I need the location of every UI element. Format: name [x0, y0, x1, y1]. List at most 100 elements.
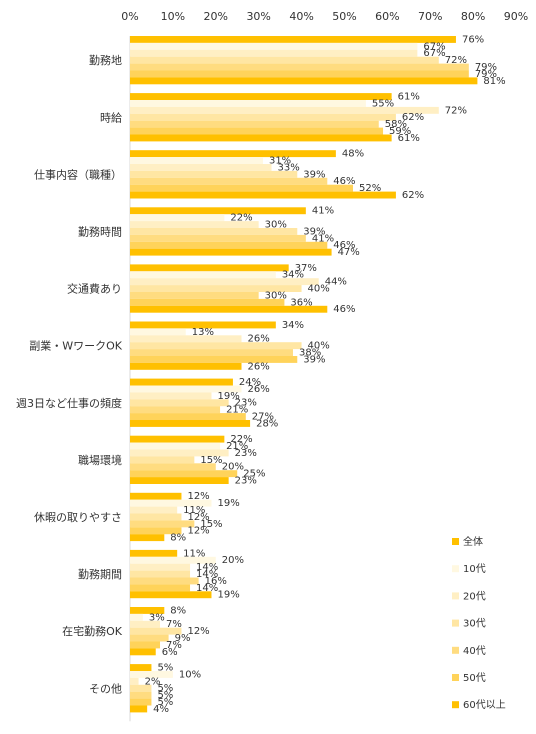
data-label: 19% — [217, 391, 239, 402]
data-label: 19% — [217, 590, 239, 601]
bar — [130, 56, 439, 64]
data-label: 14% — [196, 583, 218, 594]
bar — [130, 63, 469, 71]
bar — [130, 627, 182, 635]
data-label: 27% — [252, 412, 274, 423]
data-label: 40% — [308, 284, 330, 295]
bar — [130, 184, 354, 192]
bar — [130, 234, 306, 242]
legend-swatch — [452, 674, 459, 681]
data-label: 21% — [226, 405, 248, 416]
bar — [130, 335, 242, 343]
data-label: 44% — [325, 277, 347, 288]
data-label: 46% — [333, 304, 355, 315]
data-label: 23% — [235, 448, 257, 459]
bar — [130, 664, 152, 671]
bar — [130, 520, 195, 528]
data-label: 39% — [303, 354, 325, 365]
bar — [130, 591, 212, 599]
x-tick-label: 20% — [204, 10, 228, 23]
data-label: 14% — [196, 562, 218, 573]
bar — [130, 214, 225, 222]
bar — [130, 42, 418, 50]
data-label: 33% — [278, 162, 300, 173]
category-label: 副業・WワークOK — [29, 340, 123, 353]
x-tick-label: 90% — [504, 10, 528, 23]
bar — [130, 563, 191, 571]
data-label: 47% — [338, 247, 360, 258]
data-label: 67% — [423, 41, 445, 52]
data-label: 12% — [187, 526, 209, 537]
data-label: 38% — [299, 348, 321, 359]
bar — [130, 399, 229, 407]
data-label: 12% — [187, 491, 209, 502]
bar — [130, 691, 152, 699]
bar — [130, 527, 182, 535]
data-label: 12% — [187, 512, 209, 523]
data-label: 25% — [243, 469, 265, 480]
x-tick-label: 30% — [246, 10, 270, 23]
bar — [130, 106, 439, 114]
legend-swatch — [452, 565, 459, 573]
data-label: 48% — [342, 149, 364, 160]
data-label: 7% — [166, 640, 182, 651]
data-label: 24% — [239, 377, 261, 388]
bar — [130, 385, 242, 393]
legend-swatch — [452, 701, 459, 709]
x-tick-label: 10% — [161, 10, 185, 23]
data-label: 23% — [235, 398, 257, 409]
category-label: 交通費あり — [67, 282, 122, 296]
category-label: 勤務地 — [89, 53, 122, 67]
bar — [130, 298, 285, 306]
bar — [130, 442, 221, 450]
bar — [130, 305, 328, 313]
data-label: 30% — [265, 220, 287, 231]
bar — [130, 271, 276, 279]
bar — [130, 328, 186, 336]
category-label: 勤務時間 — [78, 224, 122, 238]
data-label: 31% — [269, 156, 291, 167]
bar — [130, 285, 302, 292]
category-label: 休暇の取りやすさ — [34, 511, 122, 524]
x-tick-label: 60% — [375, 10, 399, 23]
bar — [130, 150, 336, 158]
data-label: 8% — [170, 533, 186, 544]
data-label: 9% — [175, 633, 191, 644]
bar — [130, 413, 246, 420]
data-label: 22% — [230, 434, 252, 445]
data-label: 72% — [445, 105, 467, 116]
data-label: 62% — [402, 190, 424, 201]
category-label: 週3日など仕事の頻度 — [16, 396, 122, 410]
data-label: 39% — [303, 169, 325, 180]
bar — [130, 292, 259, 299]
legend-label: 50代 — [463, 672, 486, 684]
bar — [130, 470, 238, 478]
data-label: 12% — [187, 626, 209, 637]
data-label: 30% — [265, 290, 287, 301]
bar — [130, 49, 418, 57]
data-label: 36% — [290, 297, 312, 308]
data-label: 59% — [389, 126, 411, 137]
x-tick-label: 70% — [418, 10, 442, 23]
data-label: 76% — [462, 34, 484, 45]
bar — [130, 648, 156, 656]
bar — [130, 221, 259, 228]
data-label: 5% — [157, 663, 173, 674]
data-label: 26% — [248, 384, 270, 395]
bar — [130, 549, 178, 557]
data-label: 5% — [157, 683, 173, 694]
bar — [130, 392, 212, 400]
bar — [130, 362, 242, 370]
bar — [130, 228, 298, 235]
data-label: 6% — [162, 647, 178, 658]
bar — [130, 349, 293, 356]
bar — [130, 77, 478, 85]
bar — [130, 356, 298, 363]
bar — [130, 449, 229, 457]
data-label: 67% — [423, 48, 445, 59]
bar — [130, 463, 216, 471]
data-label: 7% — [166, 619, 182, 630]
data-label: 40% — [308, 341, 330, 352]
bar — [130, 671, 173, 678]
data-label: 11% — [183, 548, 205, 559]
